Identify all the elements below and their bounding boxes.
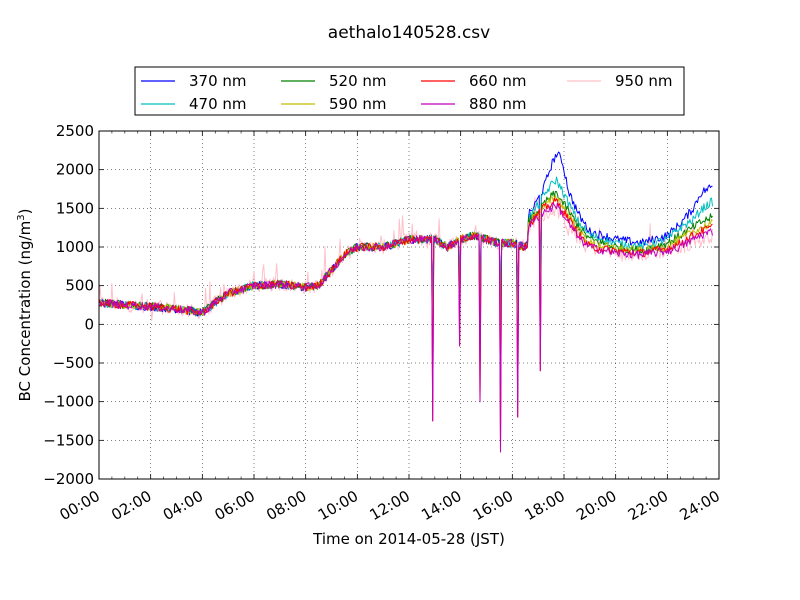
series-line-880-nm [98,202,713,453]
legend-label: 370 nm [189,72,247,90]
legend-label: 880 nm [469,95,527,113]
y-tick-label: 2000 [56,161,94,179]
y-tick-label: −500 [53,354,94,372]
legend-box [134,66,685,116]
legend-label: 590 nm [329,95,387,113]
x-axis-label: Time on 2014-05-28 (JST) [312,530,505,548]
y-tick-label: 1500 [56,199,94,217]
plot-area [99,131,719,479]
legend: 370 nm 470 nm 520 nm 590 nm 660 nm 880 nm 950 … [134,66,685,116]
y-tick-label: 0 [84,315,94,333]
y-tick-label: 500 [65,277,94,295]
legend-label: 520 nm [329,72,387,90]
legend-entries: 370 nm 470 nm 520 nm 590 nm 660 nm 880 nm 950 … [141,72,673,113]
legend-label: 470 nm [189,95,247,113]
legend-label: 660 nm [469,72,527,90]
y-tick-label: −1500 [43,431,94,449]
y-axis-label-end: ) [16,209,34,215]
chart-title: aethalo140528.csv [328,23,490,43]
y-tick-label: −2000 [43,470,94,488]
legend-label: 950 nm [615,72,673,90]
y-axis-label-main: BC Concentration (ng/m [16,221,34,402]
y-axis-label: BC Concentration (ng/m3) [16,209,34,402]
grid-lines [99,131,719,479]
y-tick-label: 1000 [56,238,94,256]
series-layer [98,151,713,453]
y-axis-label-superscript: 3 [16,214,27,220]
y-tick-label: −1000 [43,393,94,411]
y-tick-label: 2500 [56,122,94,140]
